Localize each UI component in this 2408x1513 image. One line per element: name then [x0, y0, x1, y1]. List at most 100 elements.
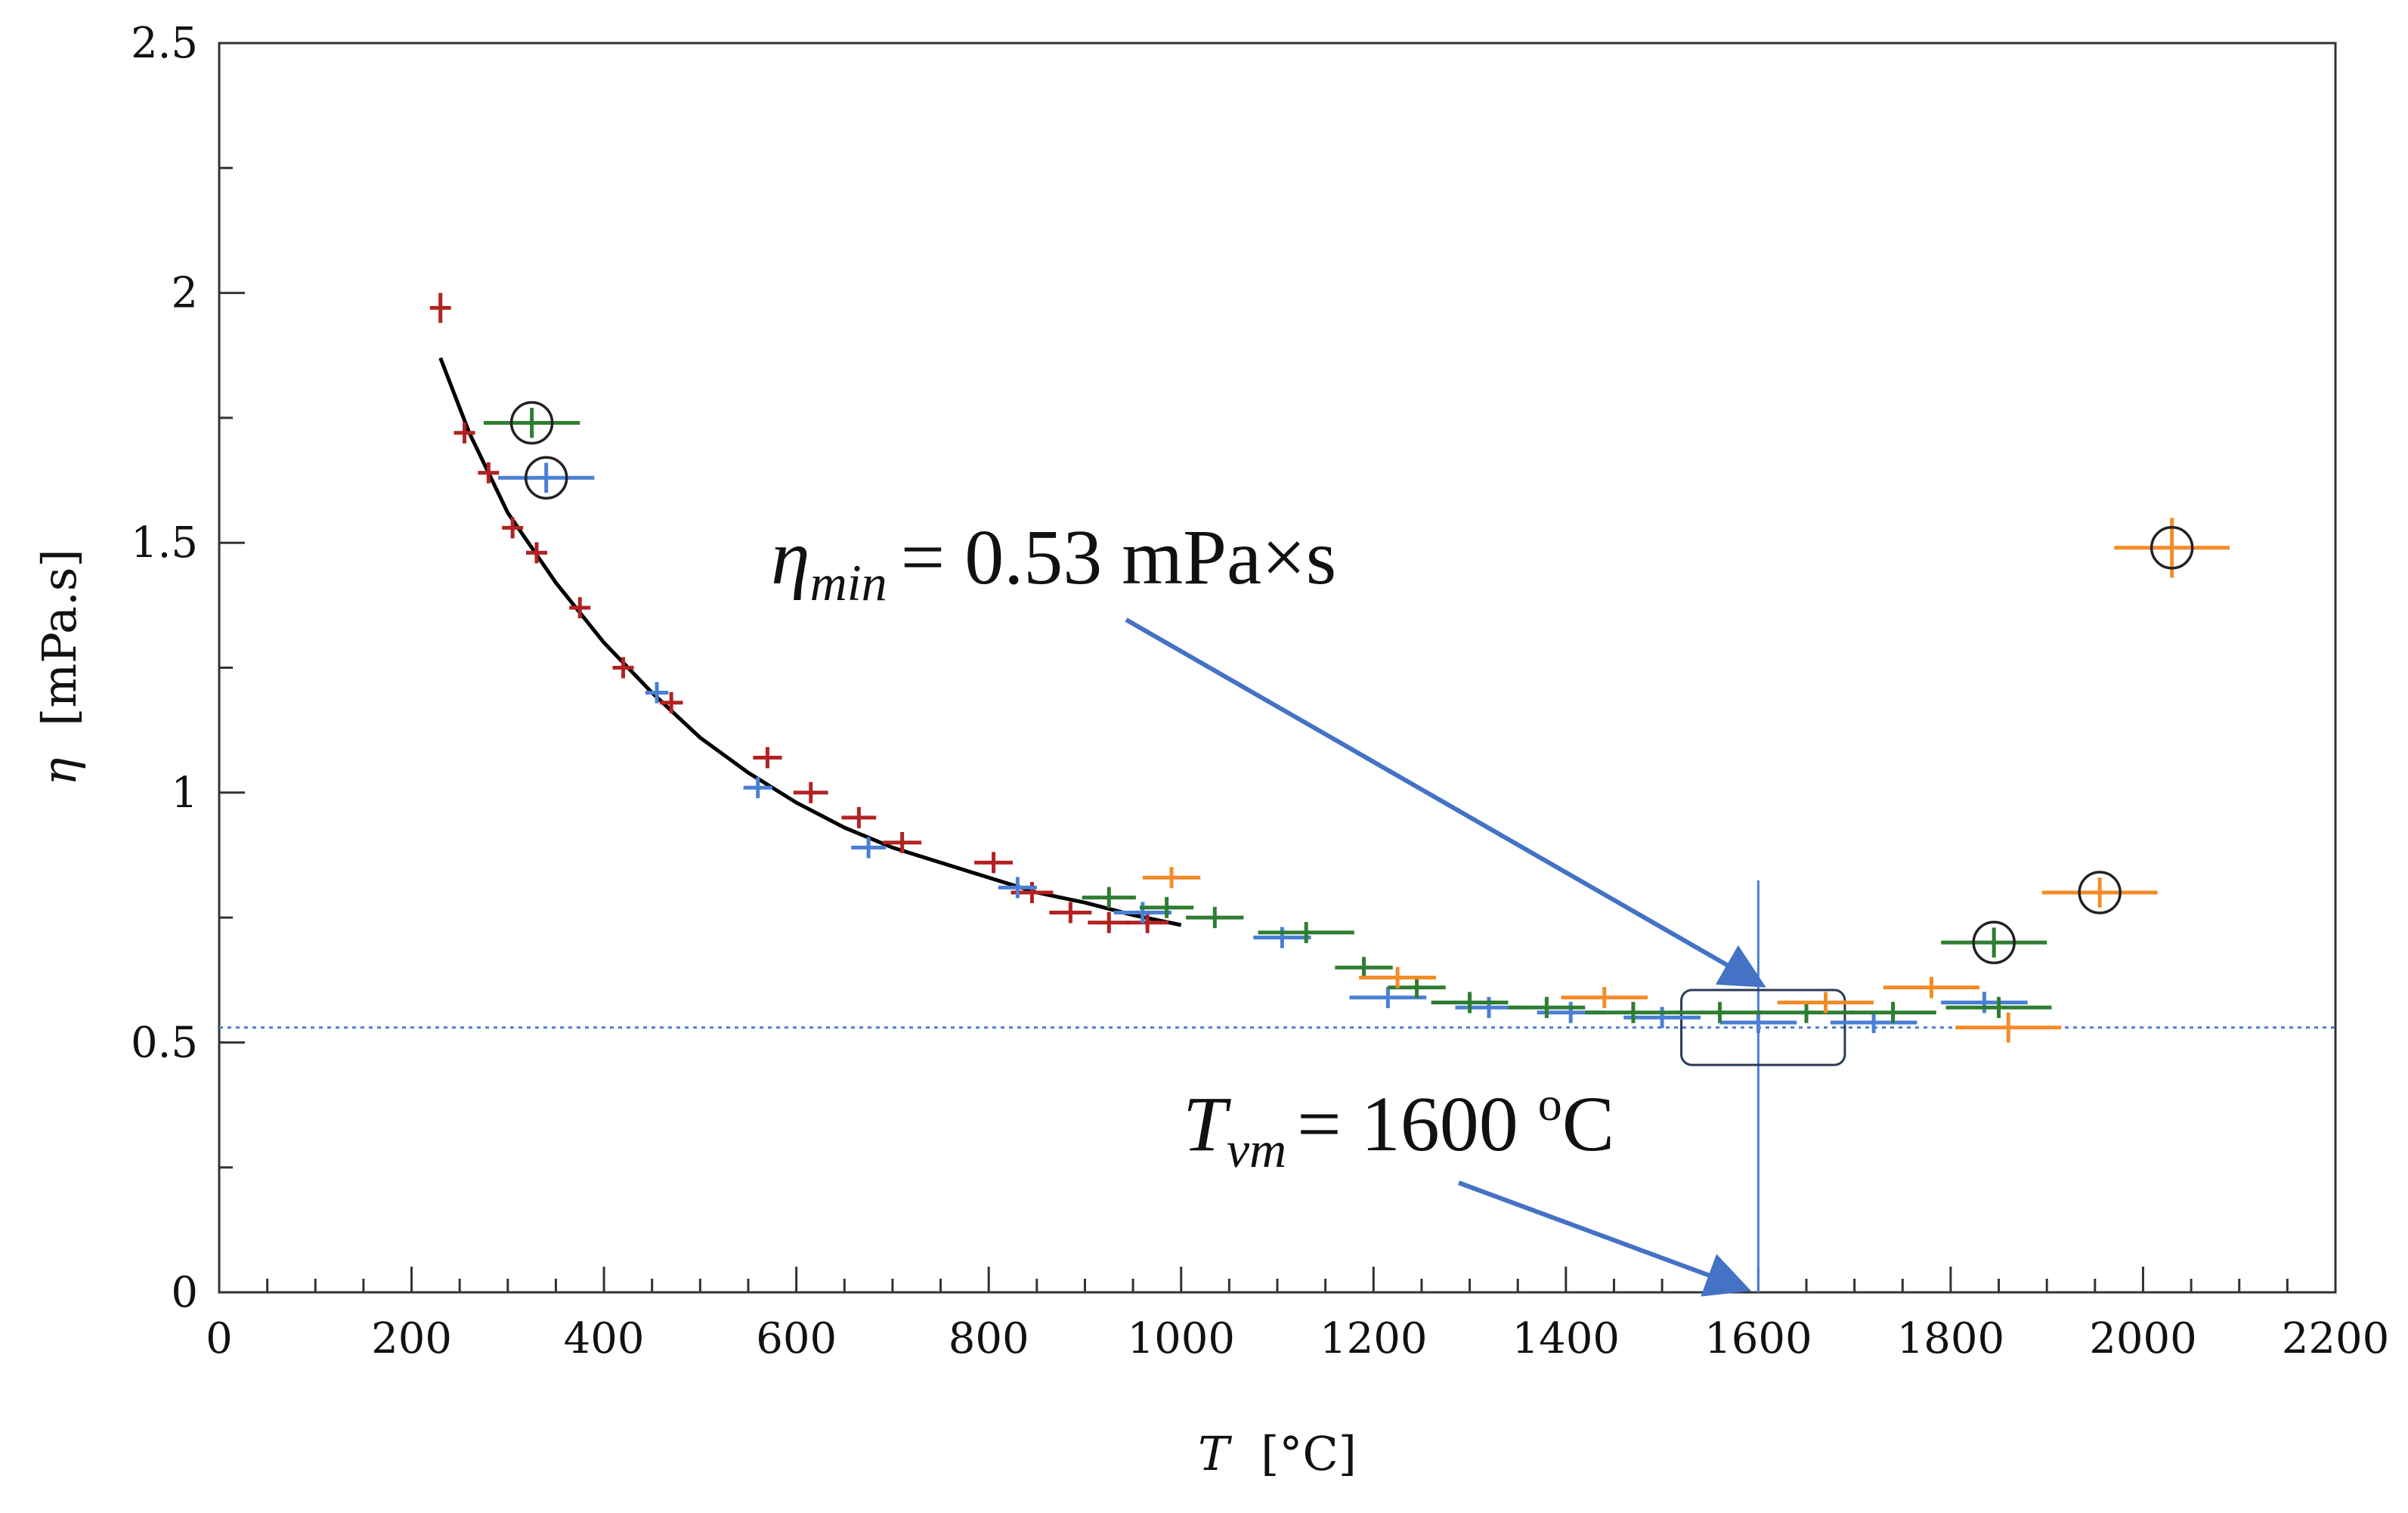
data-point [1777, 992, 1874, 1013]
x-tick-label: 200 [371, 1314, 452, 1363]
data-point [429, 292, 451, 323]
min-temperature-annotation: Tvm = 1600 oC [1183, 1077, 1614, 1178]
axis-tick-labels: 0 200 400 600 800 1000 1200 1400 1600 1800 2000 220… [131, 19, 2389, 1363]
x-tick-label: 400 [564, 1314, 645, 1363]
min-viscosity-arrow [1125, 617, 1766, 988]
y-tick-label: 2.5 [131, 19, 198, 68]
data-point [1186, 907, 1244, 929]
data-point [1126, 911, 1169, 933]
x-tick-label: 2000 [2089, 1314, 2197, 1363]
data-point [1508, 997, 1586, 1019]
data-point [1349, 986, 1427, 1008]
data-point [1049, 902, 1092, 924]
min-temperature-arrow [1457, 1180, 1751, 1297]
x-tick-label: 1000 [1127, 1314, 1235, 1363]
y-tick-label: 0 [171, 1268, 198, 1317]
y-axis-variable: η [32, 758, 87, 786]
data-point [1941, 992, 2028, 1013]
annotation-subscript: min [810, 554, 887, 611]
data-point [569, 597, 591, 619]
data-point [498, 456, 595, 500]
data-point [1088, 911, 1131, 933]
data-point [1359, 967, 1436, 989]
data-point [1945, 997, 2052, 1019]
outlier-circle [2078, 871, 2122, 914]
data-point [1758, 1001, 1855, 1023]
data-point [1113, 902, 1172, 924]
annotation-text: = 1600 [1297, 1081, 1538, 1168]
y-tick-label: 0.5 [131, 1018, 198, 1067]
y-tick-label: 1 [171, 769, 198, 818]
outlier-circle [1972, 920, 2016, 964]
x-axis-variable: T [1198, 1426, 1233, 1481]
min-viscosity-annotation: ηmin = 0.53 mPa×s [771, 514, 1336, 611]
data-point [2114, 518, 2230, 578]
x-tick-label: 1600 [1704, 1314, 1812, 1363]
x-axis-title: T [°C] [1198, 1426, 1357, 1481]
data-point [502, 517, 524, 539]
x-tick-label: 1200 [1320, 1314, 1428, 1363]
data-point [1623, 1007, 1701, 1029]
minimum-highlight-box [1680, 989, 1846, 1066]
annotation-symbol: η [771, 514, 810, 601]
x-tick-label: 1400 [1512, 1314, 1620, 1363]
y-axis-unit: [mPa.s] [32, 549, 87, 726]
data-point [743, 777, 772, 799]
data-point [1719, 1011, 1797, 1033]
data-point [1941, 920, 2047, 964]
data-point [1676, 1001, 1763, 1023]
data-points-group [429, 292, 2230, 1043]
data-point [1082, 886, 1136, 908]
outlier-circle [2150, 526, 2194, 570]
data-point [1849, 1001, 1936, 1023]
y-tick-label: 1.5 [131, 518, 198, 568]
data-point [453, 422, 475, 444]
fit-curve-group [438, 357, 1182, 927]
y-tick-label: 2 [171, 269, 198, 318]
x-tick-label: 1800 [1897, 1314, 2005, 1363]
data-point [2041, 871, 2158, 914]
annotations-group: ηmin = 0.53 mPa×s Tvm = 1600 oC [771, 514, 1766, 1297]
data-point [612, 657, 634, 679]
data-point [484, 401, 580, 445]
x-tick-label: 600 [756, 1314, 837, 1363]
fit-curve [438, 357, 1182, 927]
data-point [645, 682, 669, 704]
annotation-text: = 0.53 mPa×s [901, 514, 1337, 601]
axis-ticks [218, 42, 2337, 1294]
x-tick-label: 2200 [2282, 1314, 2390, 1363]
annotation-symbol: T [1183, 1081, 1231, 1168]
annotation-subscript: vm [1227, 1121, 1286, 1178]
data-point [1585, 1001, 1682, 1023]
annotation-superscript: o [1538, 1077, 1562, 1131]
data-point [659, 692, 683, 713]
data-point [1253, 927, 1311, 948]
data-point [1561, 986, 1648, 1008]
data-point [1955, 1012, 2062, 1043]
data-point [841, 806, 877, 828]
data-point [526, 542, 547, 564]
data-point [1883, 976, 1980, 998]
plot-frame [218, 42, 2337, 1294]
data-point [1142, 867, 1201, 889]
data-point [793, 781, 828, 803]
x-tick-label: 0 [206, 1314, 233, 1363]
data-point [753, 747, 782, 769]
outlier-circle [524, 456, 568, 500]
outlier-circle [509, 401, 554, 445]
data-point [1258, 921, 1354, 943]
y-axis-title: η [mPa.s] [32, 549, 87, 785]
data-point [883, 831, 922, 853]
data-point [1140, 896, 1194, 918]
annotation-unit: C [1562, 1081, 1614, 1168]
data-point [478, 462, 500, 484]
x-tick-label: 800 [949, 1314, 1029, 1363]
data-point [1830, 1011, 1917, 1033]
data-point [974, 852, 1013, 874]
data-point [998, 877, 1037, 899]
data-point [1335, 957, 1393, 979]
data-point [1431, 992, 1509, 1013]
x-axis-unit: [°C] [1261, 1426, 1357, 1481]
